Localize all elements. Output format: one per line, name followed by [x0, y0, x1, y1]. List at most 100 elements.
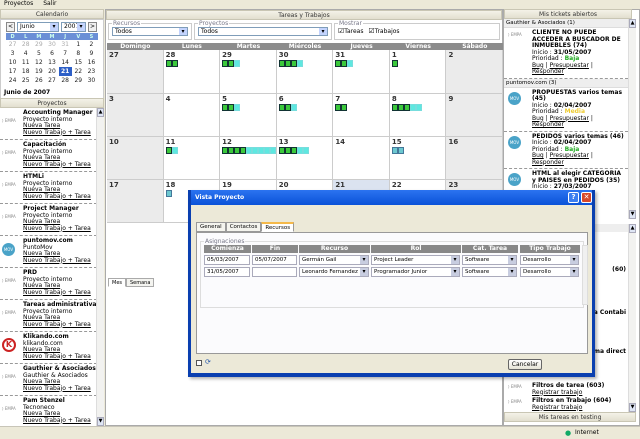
- tasks-scrollbar[interactable]: ▲ ▼: [628, 224, 636, 412]
- calendar-day[interactable]: 8: [389, 94, 447, 136]
- resource-select[interactable]: Germán Gail: [299, 255, 369, 265]
- mini-day[interactable]: 17: [8, 68, 17, 75]
- mini-day[interactable]: 7: [63, 50, 68, 57]
- ticket-link-presupuestar[interactable]: Presupuestar: [549, 61, 589, 69]
- work-block[interactable]: [264, 147, 271, 154]
- tab-contactos[interactable]: Contactos: [225, 222, 262, 232]
- ticket-link-bug[interactable]: Bug: [532, 114, 544, 122]
- mini-day[interactable]: 20: [48, 68, 56, 75]
- category-select[interactable]: Software: [462, 267, 517, 277]
- calendar-day[interactable]: 31: [333, 50, 390, 93]
- register-work-link[interactable]: Registrar trabajo: [532, 388, 583, 396]
- task-block[interactable]: [290, 60, 297, 67]
- mini-day[interactable]: 3: [10, 50, 15, 57]
- new-task-link[interactable]: Nueva Tarea: [23, 122, 61, 129]
- projects-scrollbar[interactable]: ▲ ▼: [96, 108, 104, 426]
- scroll-down-icon[interactable]: ▼: [629, 403, 636, 412]
- role-select[interactable]: Programador Junior: [371, 267, 460, 277]
- work-block[interactable]: [302, 147, 309, 154]
- tickets-scrollbar[interactable]: ▲ ▼: [628, 19, 636, 219]
- task-block[interactable]: [228, 104, 235, 111]
- work-block[interactable]: [415, 104, 422, 111]
- mini-day[interactable]: 31: [61, 41, 69, 48]
- new-work-task-link[interactable]: Nuevo Trabajo + Tarea: [23, 256, 91, 264]
- task-block[interactable]: [228, 60, 235, 67]
- task-block[interactable]: [391, 60, 398, 67]
- new-work-task-link[interactable]: Nuevo Trabajo + Tarea: [23, 320, 91, 328]
- start-date-input[interactable]: 31/05/2007: [204, 267, 250, 277]
- mini-day[interactable]: 8: [76, 50, 81, 57]
- work-block[interactable]: [391, 147, 398, 154]
- mini-day[interactable]: 30: [48, 41, 56, 48]
- new-task-link[interactable]: Nueva Tarea: [23, 250, 61, 257]
- mini-day[interactable]: 5: [36, 50, 41, 57]
- task-block[interactable]: [335, 104, 342, 111]
- calendar-day[interactable]: 14: [333, 137, 390, 179]
- new-work-task-link[interactable]: Nuevo Trabajo + Tarea: [23, 224, 91, 232]
- new-work-task-link[interactable]: Nuevo Trabajo + Tarea: [23, 416, 91, 424]
- mini-day[interactable]: 23: [87, 68, 96, 75]
- task-block[interactable]: [222, 104, 229, 111]
- work-block[interactable]: [234, 104, 241, 111]
- mini-day[interactable]: 29: [35, 41, 43, 48]
- trabajos-checkbox[interactable]: ☑: [368, 27, 375, 35]
- new-task-link[interactable]: Nueva Tarea: [23, 186, 61, 193]
- new-task-link[interactable]: Nueva Tarea: [23, 154, 61, 161]
- calendar-day[interactable]: 9: [446, 94, 504, 136]
- new-task-link[interactable]: Nueva Tarea: [23, 410, 61, 417]
- task-block[interactable]: [234, 147, 241, 154]
- tab-mes[interactable]: Mes: [108, 278, 126, 287]
- ticket-link-responder[interactable]: Responder: [532, 121, 564, 128]
- ticket-link-bug[interactable]: Bug: [532, 152, 544, 159]
- calendar-day[interactable]: 13: [276, 137, 334, 179]
- task-block[interactable]: [278, 104, 285, 111]
- new-work-task-link[interactable]: Nuevo Trabajo + Tarea: [23, 128, 91, 136]
- mini-day[interactable]: 26: [35, 77, 43, 84]
- calendar-day[interactable]: 1: [389, 50, 447, 93]
- work-block[interactable]: [258, 147, 265, 154]
- mini-day[interactable]: 16: [87, 59, 96, 66]
- task-block[interactable]: [228, 147, 235, 154]
- proyectos-select[interactable]: Todos: [198, 27, 328, 36]
- task-block[interactable]: [165, 60, 172, 67]
- work-block[interactable]: [252, 147, 259, 154]
- calendar-day[interactable]: 11: [163, 137, 221, 179]
- mini-day[interactable]: 14: [61, 59, 69, 66]
- work-block[interactable]: [234, 60, 241, 67]
- menu-salir[interactable]: Salir: [43, 0, 57, 7]
- task-block[interactable]: [222, 147, 229, 154]
- task-block[interactable]: [341, 60, 348, 67]
- end-date-input[interactable]: 05/07/2007: [252, 255, 297, 265]
- calendar-day[interactable]: 5: [220, 94, 277, 136]
- new-work-task-link[interactable]: Nuevo Trabajo + Tarea: [23, 192, 91, 200]
- tab-general[interactable]: General: [196, 222, 226, 232]
- calendar-day[interactable]: 4: [163, 94, 221, 136]
- new-work-task-link[interactable]: Nuevo Trabajo + Tarea: [23, 384, 91, 392]
- work-block[interactable]: [397, 147, 404, 154]
- task-block[interactable]: [222, 60, 229, 67]
- mini-day[interactable]: 22: [74, 68, 83, 75]
- year-select[interactable]: 2007: [61, 22, 86, 32]
- mini-day[interactable]: 19: [35, 68, 43, 75]
- work-block[interactable]: [290, 104, 297, 111]
- task-block[interactable]: [397, 104, 404, 111]
- tab-semana[interactable]: Semana: [126, 278, 155, 287]
- new-task-link[interactable]: Nueva Tarea: [23, 218, 61, 225]
- task-block[interactable]: [335, 60, 342, 67]
- task-block[interactable]: [278, 147, 285, 154]
- mini-day[interactable]: 28: [21, 41, 30, 48]
- mini-day[interactable]: 6: [50, 50, 54, 57]
- calendar-day[interactable]: 27: [107, 50, 164, 93]
- mini-day[interactable]: 2: [89, 41, 94, 48]
- work-block[interactable]: [165, 190, 172, 197]
- mini-day[interactable]: 13: [48, 59, 56, 66]
- mini-day[interactable]: 15: [74, 59, 83, 66]
- scroll-up-icon[interactable]: ▲: [629, 224, 636, 233]
- calendar-day[interactable]: 6: [276, 94, 334, 136]
- ticket-link-responder[interactable]: Responder: [532, 158, 564, 166]
- category-select[interactable]: Software: [462, 255, 517, 265]
- calendar-day[interactable]: 2: [446, 50, 504, 93]
- ticket-link-bug[interactable]: Bug: [532, 61, 544, 69]
- work-block[interactable]: [296, 60, 303, 67]
- calendar-day[interactable]: 15: [389, 137, 447, 179]
